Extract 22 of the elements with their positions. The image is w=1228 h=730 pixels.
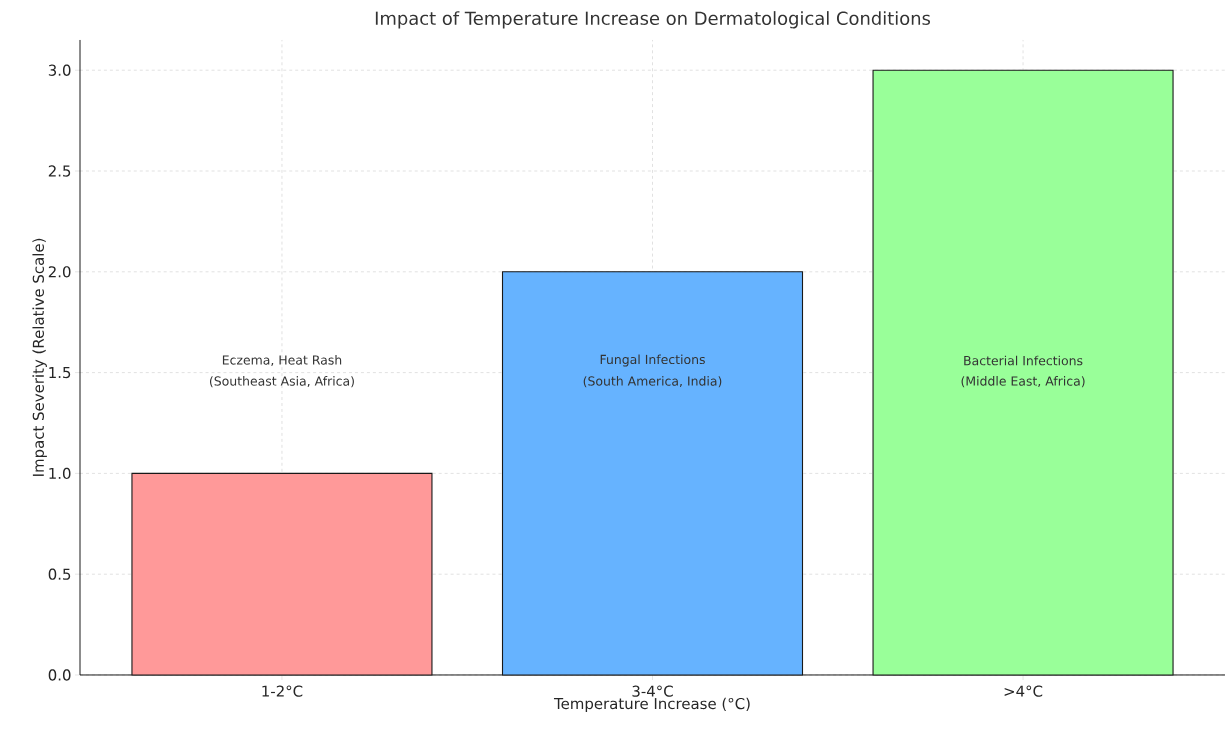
y-tick-label: 1.0 [49, 467, 71, 480]
y-tick-label: 2.0 [48, 266, 71, 278]
bar [501, 271, 804, 676]
x-axis-title: Temperature Increase (°C) [553, 697, 750, 713]
x-tick-label: 3-4°C [632, 685, 673, 697]
annotation: Bacterial Infections [964, 355, 1083, 366]
y-tick-label: 0.5 [48, 568, 71, 580]
annotation: Fungal Infections [600, 354, 705, 367]
y-tick-label: 2.5 [48, 165, 71, 177]
x-tick-label: >4°C [1004, 685, 1043, 697]
x-tick-label: 1-2°C [262, 685, 303, 697]
annotation: (Middle East, Africa) [961, 376, 1085, 388]
bar [131, 472, 433, 676]
y-tick-label: 1.5 [49, 367, 71, 379]
y-tick-label: 0.0 [48, 669, 71, 681]
bar [872, 69, 1174, 676]
annotation: (South America, India) [583, 376, 722, 388]
annotation: (Southeast Asia, Africa) [209, 376, 354, 388]
chart-title: Impact of Temperature Increase on Dermatological Conditions [375, 11, 931, 29]
y-tick-label: 3.0 [48, 64, 71, 76]
annotation: Eczema, Heat Rash [222, 355, 342, 366]
y-axis-title: Impact Severity (Relative Scale) [32, 238, 47, 476]
